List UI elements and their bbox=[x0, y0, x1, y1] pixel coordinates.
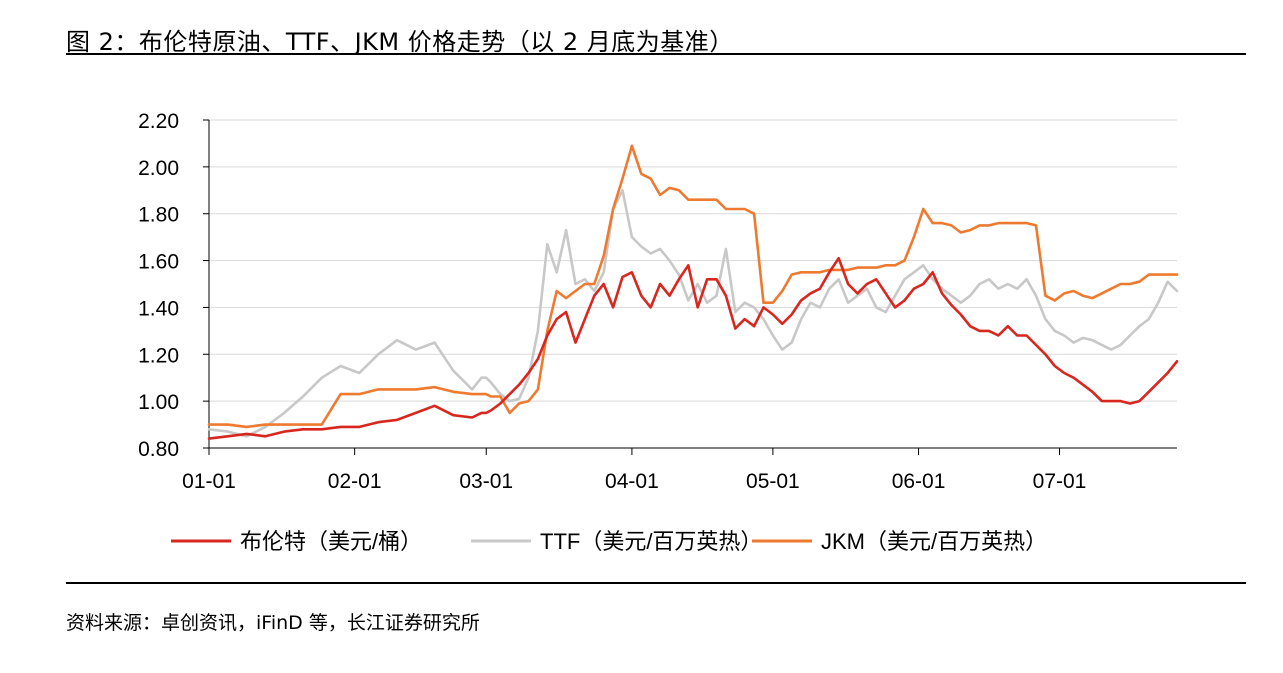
x-tick-label: 05-01 bbox=[746, 470, 800, 493]
x-tick-label: 02-01 bbox=[328, 470, 382, 493]
y-tick-labels: 0.80 1.00 1.20 1.40 1.60 1.80 2.00 2.20 bbox=[138, 110, 179, 461]
x-tick-label: 07-01 bbox=[1033, 470, 1087, 493]
series-line-2 bbox=[207, 144, 1179, 429]
source-rule bbox=[66, 582, 1246, 584]
legend-label: JKM（美元/百万英热） bbox=[821, 529, 1047, 554]
series-line-0 bbox=[207, 256, 1179, 440]
legend: 布伦特（美元/桶） TTF（美元/百万英热） JKM（美元/百万英热） bbox=[171, 529, 1047, 554]
title-rule bbox=[66, 53, 1246, 55]
y-tick-label: 1.20 bbox=[138, 344, 179, 367]
y-tick-label: 1.40 bbox=[138, 297, 179, 320]
y-tick-label: 2.00 bbox=[138, 157, 179, 180]
series-line-1 bbox=[207, 189, 1179, 438]
y-tick-label: 1.80 bbox=[138, 204, 179, 227]
x-tick-label: 04-01 bbox=[605, 470, 659, 493]
x-tick-label: 01-01 bbox=[182, 470, 236, 493]
y-tick-label: 1.60 bbox=[138, 251, 179, 274]
x-tick-label: 03-01 bbox=[459, 470, 513, 493]
y-tick-label: 2.20 bbox=[138, 110, 179, 133]
source-note: 资料来源：卓创资讯，iFinD 等，长江证券研究所 bbox=[66, 612, 480, 634]
axes bbox=[203, 119, 1177, 455]
legend-label: TTF（美元/百万英热） bbox=[540, 529, 762, 554]
gridlines bbox=[209, 119, 1177, 402]
figure-title: 图 2：布伦特原油、TTF、JKM 价格走势（以 2 月底为基准） bbox=[66, 28, 734, 56]
x-tick-labels: 01-01 02-01 03-01 04-01 05-01 06-01 07-01 bbox=[182, 470, 1086, 493]
legend-label: 布伦特（美元/桶） bbox=[240, 529, 422, 554]
series-lines bbox=[207, 144, 1179, 440]
x-tick-label: 06-01 bbox=[892, 470, 946, 493]
y-tick-label: 1.00 bbox=[138, 391, 179, 414]
y-tick-label: 0.80 bbox=[138, 438, 179, 461]
